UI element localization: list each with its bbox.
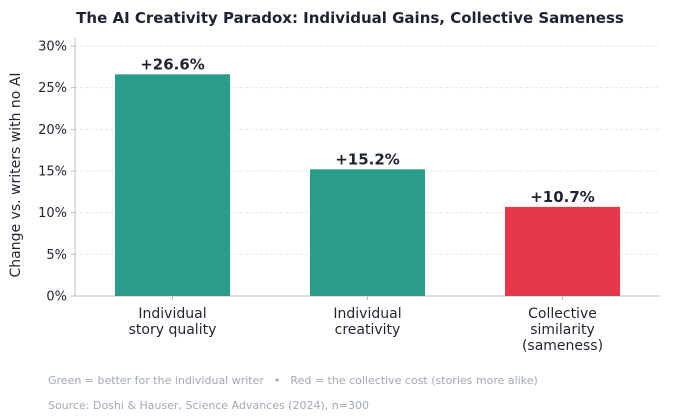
y-tick-label: 5% bbox=[46, 248, 67, 263]
legend-separator: • bbox=[273, 374, 281, 387]
x-tick-label: similarity bbox=[530, 322, 595, 338]
bar bbox=[505, 206, 620, 296]
bar bbox=[310, 169, 425, 296]
bar bbox=[115, 74, 230, 296]
y-tick-label: 15% bbox=[38, 165, 67, 180]
x-tick-label: Individual bbox=[333, 306, 401, 322]
x-tick-label: Collective bbox=[528, 306, 597, 322]
y-tick-label: 25% bbox=[38, 81, 67, 96]
bar-value-label: +26.6% bbox=[140, 55, 205, 73]
source-note: Source: Doshi & Hauser, Science Advances… bbox=[48, 399, 369, 412]
legend-green-text: Green = better for the individual writer bbox=[48, 374, 264, 387]
x-tick-label: Individual bbox=[138, 306, 206, 322]
x-tick-label: (sameness) bbox=[522, 338, 603, 354]
bar-value-label: +15.2% bbox=[335, 150, 400, 168]
bar-value-label: +10.7% bbox=[530, 188, 595, 206]
color-legend-note: Green = better for the individual writer… bbox=[48, 374, 538, 387]
legend-red-text: Red = the collective cost (stories more … bbox=[290, 374, 538, 387]
y-tick-label: 10% bbox=[38, 206, 67, 221]
x-tick-label: story quality bbox=[129, 322, 217, 338]
y-tick-label: 0% bbox=[46, 290, 67, 305]
y-tick-label: 30% bbox=[38, 40, 67, 55]
chart-title: The AI Creativity Paradox: Individual Ga… bbox=[76, 9, 624, 27]
x-tick-label: creativity bbox=[335, 322, 401, 338]
y-tick-label: 20% bbox=[38, 123, 67, 138]
